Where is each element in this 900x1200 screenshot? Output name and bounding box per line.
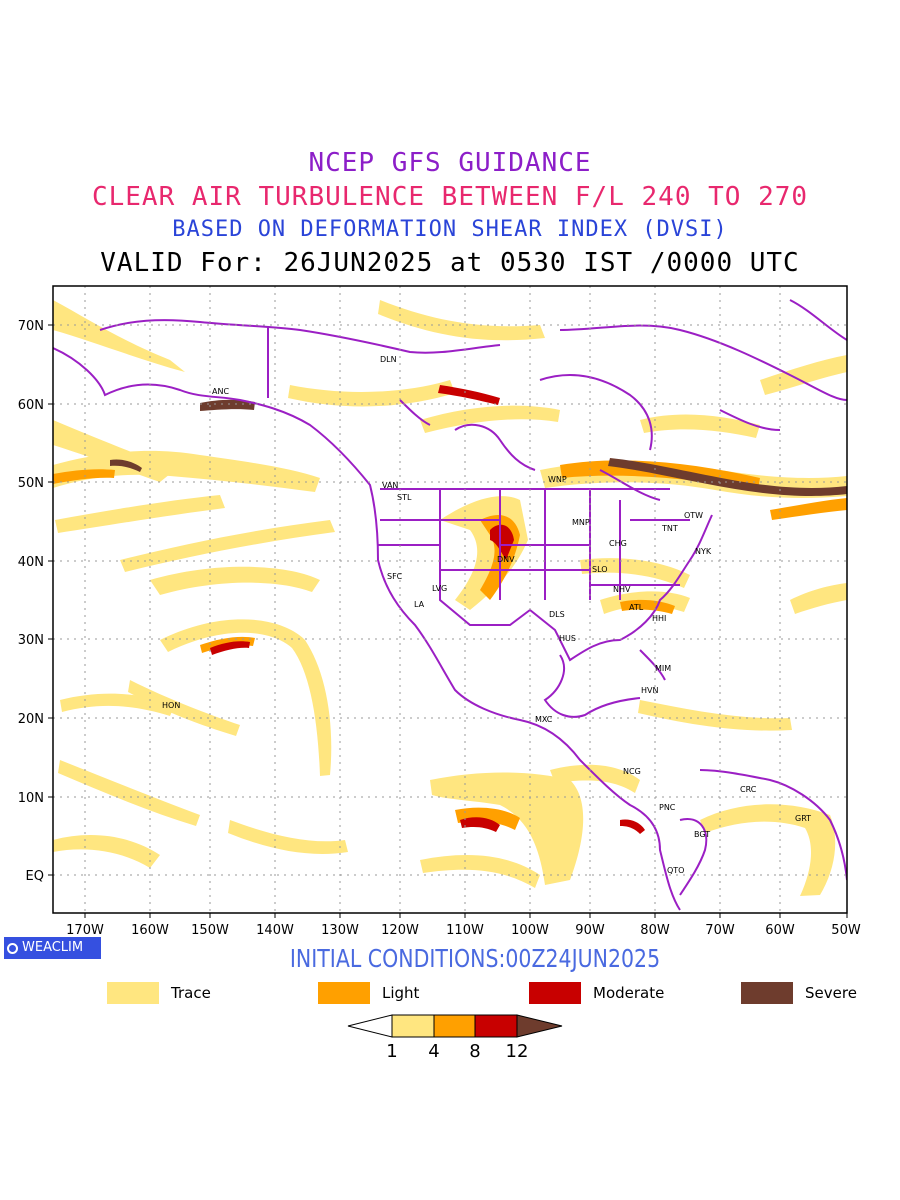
station-label: TNT <box>661 524 678 533</box>
station-label: PNC <box>659 803 676 812</box>
logo-circle-icon <box>7 942 18 954</box>
station-label: NCG <box>623 767 641 776</box>
legend-item-moderate: Moderate <box>529 982 664 1004</box>
station-label: QTO <box>667 866 684 875</box>
legend-label: Light <box>382 984 420 1002</box>
station-label: HON <box>162 701 180 710</box>
station-label: BGT <box>694 830 710 839</box>
map-frame <box>52 285 848 914</box>
title-product: CLEAR AIR TURBULENCE BETWEEN F/L 240 TO … <box>91 182 809 212</box>
legend-item-trace: Trace <box>107 982 211 1004</box>
station-label: DNV <box>497 555 515 564</box>
station-label: GRT <box>795 814 811 823</box>
colorbar-label: 1 <box>386 1041 397 1062</box>
colorbar-moderate <box>474 1014 518 1038</box>
title-model: NCEP GFS GUIDANCE <box>308 148 592 178</box>
station-label: OTW <box>684 511 703 520</box>
lat-label: 50N <box>18 476 44 491</box>
station-label: DLN <box>380 355 397 364</box>
station-label: SFC <box>387 572 403 581</box>
lat-label: 30N <box>18 633 44 648</box>
initial-conditions-label: INITIAL CONDITIONS:00Z24JUN2025 <box>289 944 661 973</box>
lon-label: 160W <box>131 923 169 938</box>
lat-label: 10N <box>18 791 44 806</box>
colorbar: 1 4 8 12 <box>347 1014 563 1062</box>
colorbar-low-arrow <box>347 1014 393 1038</box>
weaclim-logo: WEACLIM <box>4 937 101 959</box>
axis-ticks <box>48 324 848 918</box>
station-label: LVG <box>432 584 447 593</box>
lat-label: 20N <box>18 712 44 727</box>
lon-label: 130W <box>321 923 359 938</box>
lat-label: 70N <box>18 319 44 334</box>
lon-label: 150W <box>191 923 229 938</box>
lon-label: 140W <box>256 923 294 938</box>
station-label: HUS <box>559 634 576 643</box>
station-label: VAN <box>382 481 398 490</box>
station-label: CRC <box>740 785 757 794</box>
legend-item-severe: Severe <box>741 982 857 1004</box>
colorbar-label: 8 <box>469 1041 480 1062</box>
legend-label: Trace <box>171 984 211 1002</box>
lat-label: 60N <box>18 398 44 413</box>
station-label: ATL <box>629 603 644 612</box>
lon-label: 170W <box>66 923 104 938</box>
title-method: BASED ON DEFORMATION SHEAR INDEX (DVSI) <box>172 217 728 242</box>
station-label: WNP <box>548 475 567 484</box>
colorbar-label: 4 <box>428 1041 439 1062</box>
lon-label: 50W <box>831 923 861 938</box>
lon-label: 100W <box>511 923 549 938</box>
station-labels: DLN ANC VAN STL WNP MNP TNT OTW NYK CHG … <box>162 355 811 875</box>
lon-label: 70W <box>705 923 735 938</box>
logo-text: WEACLIM <box>22 940 84 955</box>
lon-label: 80W <box>640 923 670 938</box>
legend-swatch <box>107 982 159 1004</box>
latitude-labels: 70N 60N 50N 40N 30N 20N 10N EQ <box>18 319 44 884</box>
legend-swatch <box>318 982 370 1004</box>
turbulence-severe-areas <box>110 399 847 496</box>
station-label: MIM <box>655 664 671 673</box>
lat-label: EQ <box>26 869 44 884</box>
station-label: NYK <box>695 547 712 556</box>
title-valid-time: VALID For: 26JUN2025 at 0530 IST /0000 U… <box>100 248 800 278</box>
station-label: ANC <box>212 387 229 396</box>
station-label: DLS <box>549 610 565 619</box>
station-label: CHG <box>609 539 627 548</box>
coastlines-and-borders <box>53 299 847 911</box>
legend-swatch <box>529 982 581 1004</box>
lat-label: 40N <box>18 555 44 570</box>
station-label: STL <box>397 493 412 502</box>
legend-label: Moderate <box>593 984 665 1002</box>
station-label: NHV <box>613 585 631 594</box>
station-label: SLO <box>592 565 608 574</box>
station-label: HVN <box>641 686 658 695</box>
colorbar-high-arrow <box>516 1014 563 1038</box>
legend-label: Severe <box>805 984 857 1002</box>
legend-swatch <box>741 982 793 1004</box>
station-label: LA <box>414 600 425 609</box>
turbulence-moderate-areas <box>210 385 645 834</box>
colorbar-label: 12 <box>506 1041 529 1062</box>
station-label: HHI <box>652 614 666 623</box>
lon-label: 90W <box>575 923 605 938</box>
lon-label: 110W <box>446 923 484 938</box>
longitude-labels: 170W 160W 150W 140W 130W 120W 110W 100W … <box>66 923 861 938</box>
station-label: MNP <box>572 518 590 527</box>
colorbar-trace <box>391 1014 435 1038</box>
station-label: MXC <box>535 715 553 724</box>
lon-label: 60W <box>765 923 795 938</box>
legend-item-light: Light <box>318 982 419 1004</box>
colorbar-light <box>433 1014 476 1038</box>
lon-label: 120W <box>381 923 419 938</box>
